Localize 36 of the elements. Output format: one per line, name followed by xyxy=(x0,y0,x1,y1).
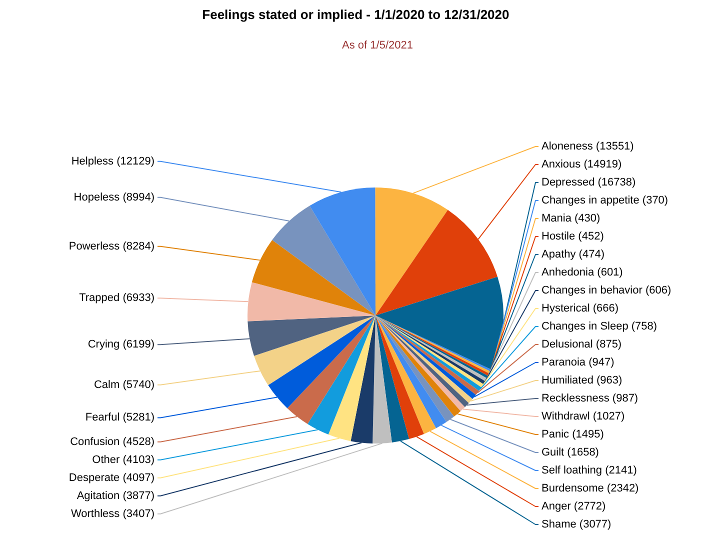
slice-label: Trapped (6933) xyxy=(79,292,155,304)
slice-label: Delusional (875) xyxy=(542,338,622,350)
slice-label: Aloneness (13551) xyxy=(542,140,634,152)
slice-label: Other (4103) xyxy=(92,454,155,466)
chart-title: Feelings stated or implied - 1/1/2020 to 12/31/2020 xyxy=(202,7,510,22)
slice-label: Self loathing (2141) xyxy=(542,464,637,476)
slice-label: Hopeless (8994) xyxy=(74,191,155,204)
slice-label: Powerless (8284) xyxy=(68,240,154,252)
slice-label: Withdrawl (1027) xyxy=(542,410,625,422)
slice-label: Apathy (474) xyxy=(542,248,604,260)
slice-label: Anxious (14919) xyxy=(542,158,622,170)
slice-label: Shame (3077) xyxy=(542,518,612,530)
slice-label: Burdensome (2342) xyxy=(542,482,639,494)
slice-label: Paranoia (947) xyxy=(542,356,614,368)
slice-label: Desperate (4097) xyxy=(68,472,155,484)
slice-label: Guilt (1658) xyxy=(542,446,599,458)
slice-label: Changes in Sleep (758) xyxy=(542,320,658,332)
slice-label: Calm (5740) xyxy=(94,378,155,391)
slice-label: Hysterical (666) xyxy=(542,302,619,314)
slice-label: Panic (1495) xyxy=(542,428,604,440)
chart-subtitle: As of 1/5/2021 xyxy=(342,40,413,52)
slice-label: Anger (2772) xyxy=(542,500,606,512)
slice-label: Crying (6199) xyxy=(88,338,154,351)
slice-label: Depressed (16738) xyxy=(542,176,636,188)
slice-label: Confusion (4528) xyxy=(70,436,155,448)
slice-label: Mania (430) xyxy=(542,212,600,224)
slice-label: Changes in appetite (370) xyxy=(542,194,668,206)
slice-label: Helpless (12129) xyxy=(71,155,154,168)
slice-label: Humiliated (963) xyxy=(542,374,622,386)
slice-label: Changes in behavior (606) xyxy=(542,284,672,296)
slice-label: Hostile (452) xyxy=(542,230,604,242)
slice-label: Recklessness (987) xyxy=(542,392,638,404)
slice-label: Anhedonia (601) xyxy=(542,266,623,278)
slice-label: Agitation (3877) xyxy=(76,490,155,502)
slice-label: Fearful (5281) xyxy=(85,412,155,424)
slice-label: Worthless (3407) xyxy=(70,508,155,520)
